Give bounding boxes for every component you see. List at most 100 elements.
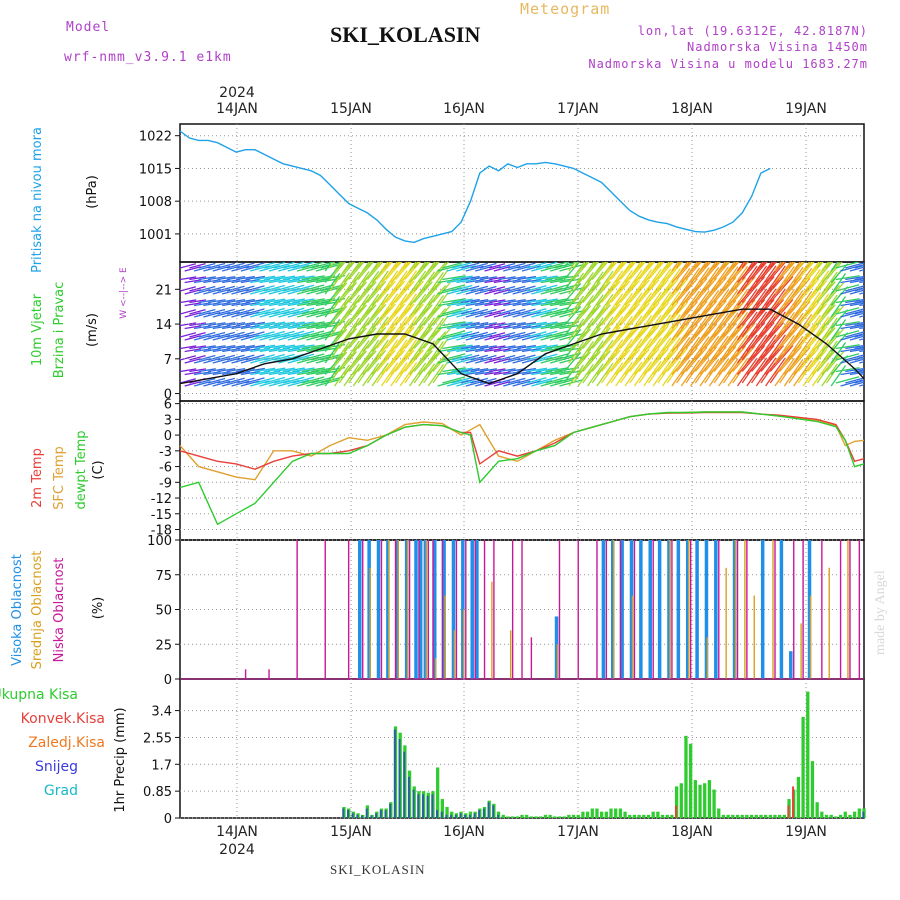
wind-barb	[854, 379, 864, 384]
wind-barb	[278, 310, 300, 318]
wind-barb	[470, 285, 489, 292]
wind-barb	[676, 262, 682, 269]
wind-barb	[198, 345, 216, 350]
wind-barb	[484, 312, 501, 318]
wind-barb	[390, 293, 408, 318]
wind-barb	[479, 354, 497, 361]
wind-barb	[849, 381, 864, 387]
wind-barb	[629, 302, 650, 326]
wind-barb	[212, 311, 231, 318]
wind-barb	[610, 280, 631, 303]
wind-barb	[456, 278, 477, 284]
wind-barb	[203, 288, 221, 295]
wind-barb	[507, 262, 526, 269]
wind-barb	[184, 325, 202, 330]
wind-barb	[442, 275, 466, 281]
wind-barb	[517, 321, 536, 327]
wind-barb	[479, 331, 497, 338]
wind-barb	[727, 265, 749, 295]
low-cloud-bar	[821, 540, 823, 679]
wind-barb	[301, 367, 325, 373]
wind-barb	[212, 325, 231, 330]
precip-total-bar	[576, 814, 580, 818]
wind-barb	[605, 262, 626, 283]
wind-barb	[694, 262, 701, 269]
wind-barb	[184, 266, 201, 272]
wind-barb	[343, 353, 363, 375]
wind-barb	[460, 331, 480, 338]
wind-barb	[352, 353, 372, 375]
wind-barb	[568, 285, 587, 306]
wind-barb	[343, 262, 352, 272]
wind-barb	[390, 339, 408, 364]
temp-tick-label: -15	[151, 508, 172, 523]
wind-barb	[690, 267, 710, 295]
wind-barb	[671, 267, 691, 295]
wind-barb	[549, 333, 574, 341]
elevation-label: Nadmorska Visina 1450m	[687, 40, 868, 54]
wind-barb	[863, 336, 864, 337]
wind-barb	[512, 347, 531, 353]
wind-barb	[503, 371, 521, 376]
wind-barb	[282, 321, 305, 327]
wind-barb	[840, 287, 863, 295]
wind-barb	[821, 363, 838, 387]
wind-barb	[334, 364, 351, 387]
wind-barb	[840, 347, 864, 353]
wind-barb	[180, 368, 197, 373]
wind-barb	[324, 262, 333, 272]
wind-barb	[250, 357, 270, 364]
wind-barb	[732, 262, 738, 269]
wind-barb	[348, 262, 354, 269]
wind-barb	[577, 272, 594, 295]
wind-barb	[254, 331, 275, 338]
wind-barb	[451, 367, 473, 373]
wind-barb	[774, 265, 795, 295]
wind-barb	[577, 262, 586, 272]
wind-barb	[203, 334, 221, 341]
wind-barb	[573, 262, 590, 280]
wind-barb	[442, 330, 466, 338]
wind-barb	[821, 262, 829, 272]
wind-barb	[423, 327, 442, 349]
wind-barb	[732, 276, 756, 303]
wind-barb	[779, 262, 796, 280]
wind-barb	[259, 310, 280, 318]
wind-barb	[451, 344, 473, 350]
wind-barb	[273, 284, 295, 292]
wind-barb	[741, 345, 766, 372]
wind-barb	[217, 322, 236, 327]
wind-barb	[446, 301, 470, 307]
wind-barb	[287, 287, 310, 295]
wind-barb	[207, 331, 226, 338]
wind-barb	[352, 363, 370, 387]
wind-barb	[765, 262, 785, 283]
precip-total-bar	[843, 811, 847, 818]
wind-barb	[287, 264, 310, 272]
precip-total-bar	[721, 814, 726, 818]
wind-barb	[404, 280, 424, 303]
precip-total-bar	[501, 814, 505, 818]
wind-barb	[442, 262, 466, 269]
wind-barb	[221, 311, 240, 318]
wind-barb	[264, 298, 286, 304]
wind-barb	[409, 362, 427, 387]
wind-barb	[540, 278, 564, 284]
wind-barb	[395, 303, 415, 326]
wind-barb	[821, 340, 838, 364]
wind-barb	[713, 262, 731, 280]
wind-barb	[184, 335, 201, 341]
wind-barb	[503, 279, 521, 284]
wind-barb	[652, 268, 672, 295]
wind-barb	[292, 284, 315, 292]
wind-barb	[629, 262, 646, 280]
wind-barb	[427, 272, 444, 295]
wind-barb	[287, 310, 310, 318]
wind-barb	[582, 304, 601, 326]
wind-barb	[535, 307, 558, 315]
wind-barb	[746, 357, 768, 387]
wind-barb	[259, 301, 281, 307]
mid-cloud-bar	[453, 630, 456, 679]
wind-barb	[479, 285, 497, 292]
high-cloud-bar	[451, 540, 456, 679]
